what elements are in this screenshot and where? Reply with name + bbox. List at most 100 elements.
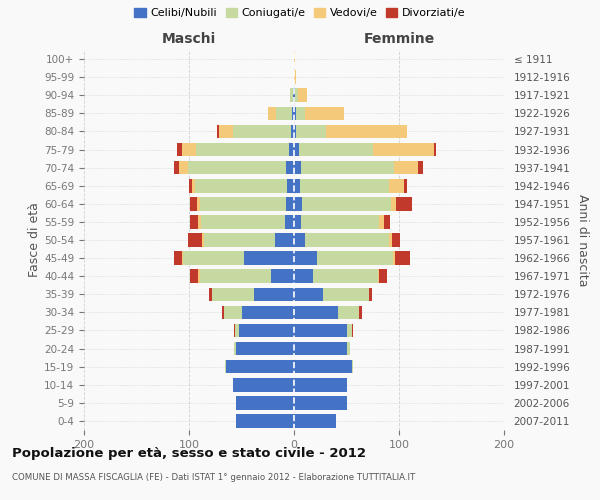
Bar bbox=[226, 360, 294, 374]
Bar bbox=[294, 233, 305, 247]
Bar bbox=[178, 142, 182, 156]
Bar bbox=[192, 179, 196, 192]
Bar bbox=[209, 288, 212, 301]
Bar bbox=[302, 197, 391, 210]
Bar bbox=[325, 124, 407, 138]
Bar bbox=[301, 215, 379, 228]
Bar bbox=[294, 161, 301, 174]
Bar bbox=[196, 142, 289, 156]
Bar bbox=[323, 288, 368, 301]
Text: Maschi: Maschi bbox=[162, 32, 216, 46]
Bar bbox=[301, 161, 394, 174]
Bar bbox=[190, 197, 197, 210]
Bar bbox=[317, 252, 393, 265]
Bar bbox=[378, 270, 379, 283]
Bar bbox=[313, 270, 378, 283]
Bar bbox=[220, 124, 233, 138]
Bar bbox=[404, 179, 407, 192]
Bar bbox=[200, 215, 284, 228]
Bar bbox=[299, 142, 373, 156]
Bar bbox=[294, 179, 301, 192]
Bar bbox=[199, 215, 200, 228]
Bar bbox=[179, 161, 188, 174]
Bar bbox=[294, 142, 299, 156]
Bar bbox=[202, 233, 204, 247]
Bar bbox=[182, 142, 196, 156]
Bar bbox=[233, 124, 291, 138]
Bar bbox=[294, 252, 317, 265]
Y-axis label: Fasce di età: Fasce di età bbox=[28, 202, 41, 278]
Bar bbox=[190, 215, 199, 228]
Bar bbox=[236, 396, 294, 409]
Bar bbox=[289, 142, 294, 156]
Bar bbox=[189, 179, 192, 192]
Bar bbox=[294, 324, 347, 338]
Bar bbox=[244, 252, 294, 265]
Bar bbox=[294, 215, 301, 228]
Text: COMUNE DI MASSA FISCAGLIA (FE) - Dati ISTAT 1° gennaio 2012 - Elaborazione TUTTI: COMUNE DI MASSA FISCAGLIA (FE) - Dati IS… bbox=[12, 472, 415, 482]
Bar bbox=[204, 233, 275, 247]
Bar bbox=[224, 360, 226, 374]
Bar bbox=[295, 88, 298, 102]
Bar bbox=[175, 161, 179, 174]
Bar bbox=[199, 270, 271, 283]
Bar bbox=[236, 342, 294, 355]
Bar bbox=[217, 124, 220, 138]
Bar bbox=[294, 106, 296, 120]
Bar bbox=[379, 270, 388, 283]
Bar bbox=[294, 342, 347, 355]
Bar bbox=[286, 161, 294, 174]
Bar bbox=[305, 233, 389, 247]
Bar bbox=[293, 88, 294, 102]
Bar bbox=[392, 233, 400, 247]
Text: Femmine: Femmine bbox=[364, 32, 434, 46]
Bar bbox=[292, 106, 294, 120]
Bar bbox=[224, 306, 241, 319]
Bar bbox=[368, 288, 372, 301]
Bar bbox=[396, 197, 412, 210]
Bar bbox=[305, 106, 344, 120]
Bar bbox=[236, 414, 294, 428]
Bar bbox=[389, 179, 404, 192]
Bar bbox=[294, 52, 295, 66]
Bar bbox=[373, 142, 434, 156]
Bar bbox=[395, 252, 409, 265]
Bar bbox=[188, 233, 202, 247]
Bar bbox=[294, 124, 296, 138]
Bar bbox=[234, 342, 236, 355]
Bar bbox=[294, 288, 323, 301]
Bar bbox=[298, 88, 307, 102]
Bar bbox=[275, 233, 294, 247]
Bar bbox=[294, 414, 336, 428]
Bar bbox=[391, 197, 396, 210]
Bar bbox=[286, 197, 294, 210]
Bar bbox=[294, 197, 302, 210]
Bar bbox=[294, 70, 296, 84]
Bar bbox=[296, 124, 325, 138]
Bar bbox=[195, 179, 287, 192]
Bar bbox=[287, 179, 294, 192]
Bar bbox=[197, 197, 199, 210]
Bar bbox=[294, 88, 295, 102]
Bar bbox=[199, 197, 286, 210]
Bar bbox=[347, 324, 352, 338]
Bar bbox=[276, 106, 292, 120]
Bar bbox=[294, 270, 313, 283]
Bar bbox=[296, 106, 305, 120]
Bar bbox=[182, 252, 244, 265]
Legend: Celibi/Nubili, Coniugati/e, Vedovi/e, Divorziati/e: Celibi/Nubili, Coniugati/e, Vedovi/e, Di… bbox=[130, 3, 470, 22]
Bar bbox=[389, 233, 392, 247]
Bar bbox=[174, 252, 182, 265]
Text: Popolazione per età, sesso e stato civile - 2012: Popolazione per età, sesso e stato civil… bbox=[12, 448, 366, 460]
Bar bbox=[239, 324, 294, 338]
Bar bbox=[359, 306, 362, 319]
Bar bbox=[394, 161, 418, 174]
Bar bbox=[221, 306, 224, 319]
Bar bbox=[271, 270, 294, 283]
Bar bbox=[233, 378, 294, 392]
Bar bbox=[392, 252, 395, 265]
Bar bbox=[352, 360, 353, 374]
Bar bbox=[294, 396, 347, 409]
Bar bbox=[234, 324, 235, 338]
Bar bbox=[241, 306, 294, 319]
